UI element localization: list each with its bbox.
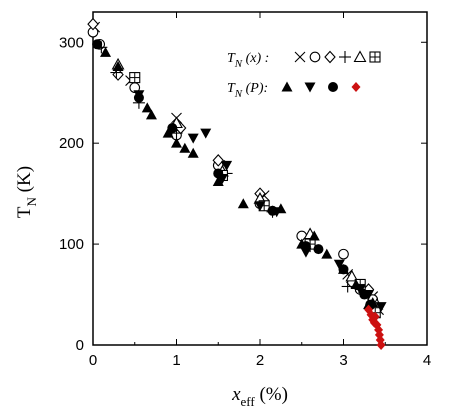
point-circle-filled bbox=[313, 244, 324, 255]
point-triangle-filled bbox=[171, 137, 182, 148]
point-diamond-red bbox=[376, 340, 386, 350]
point-plus bbox=[341, 280, 354, 293]
point-triangle-filled bbox=[112, 60, 124, 71]
legend-symbol-diamond-red bbox=[351, 82, 361, 92]
legend-symbol-circle-open bbox=[309, 51, 321, 63]
point-triangle-down-filled bbox=[187, 133, 199, 144]
y-tick-label: 300 bbox=[59, 34, 84, 51]
point-triangle-filled bbox=[179, 142, 191, 153]
data-points bbox=[87, 17, 387, 350]
y-tick-label: 0 bbox=[76, 337, 84, 354]
legend: TN (x) : TN (P): bbox=[227, 50, 381, 100]
point-triangle-down-filled bbox=[333, 259, 345, 270]
y-axis-title: TN (K) bbox=[14, 166, 39, 218]
point-triangle-filled bbox=[100, 46, 112, 57]
point-triangle-filled bbox=[187, 147, 199, 158]
point-circle-filled bbox=[359, 289, 370, 300]
point-triangle-open bbox=[345, 269, 359, 282]
point-triangle-filled bbox=[237, 198, 249, 209]
y-axis-title-sub: N bbox=[24, 196, 39, 206]
point-triangle-filled bbox=[308, 230, 320, 241]
x-axis-title-sub: eff bbox=[241, 394, 256, 409]
legend-label: TN (x) : bbox=[227, 51, 269, 70]
y-axis-title-unit: (K) bbox=[14, 166, 35, 197]
point-triangle-filled bbox=[141, 102, 153, 113]
point-circle-filled bbox=[167, 123, 178, 134]
x-tick-label: 0 bbox=[89, 352, 97, 369]
x-tick-label: 2 bbox=[256, 352, 264, 369]
legend-symbol-diamond-open bbox=[324, 50, 336, 64]
x-tick-label: 1 bbox=[172, 352, 180, 369]
tick-labels: 0 1 2 3 4 0 100 200 300 bbox=[59, 34, 431, 369]
x-axis-title-main: x bbox=[231, 384, 241, 405]
point-diamond-open bbox=[212, 154, 224, 167]
point-triangle-filled bbox=[212, 176, 224, 187]
legend-symbol-triangle-down-filled bbox=[304, 82, 316, 93]
x-tick-label: 4 bbox=[423, 352, 431, 369]
point-circle-filled bbox=[267, 205, 278, 216]
legend-symbol-triangle-filled bbox=[281, 81, 293, 92]
y-axis-title-main: T bbox=[14, 206, 35, 218]
point-triangle-down-filled bbox=[221, 160, 233, 171]
x-axis-title: xeff (%) bbox=[231, 384, 288, 409]
legend-symbol-circle-filled bbox=[328, 82, 338, 92]
point-triangle-down-filled bbox=[354, 285, 366, 295]
point-triangle-filled bbox=[162, 127, 174, 138]
point-circle-filled bbox=[338, 264, 349, 275]
point-circle-filled bbox=[213, 168, 224, 179]
legend-symbol-plus bbox=[339, 51, 351, 63]
point-circle-filled bbox=[92, 39, 103, 50]
point-diamond-red bbox=[370, 311, 380, 322]
legend-symbol-triangle-open bbox=[353, 50, 367, 63]
point-circle-filled bbox=[133, 92, 144, 103]
legend-label: TN (P): bbox=[227, 81, 268, 100]
legend-symbol-square-plus bbox=[369, 51, 381, 63]
point-diamond-open bbox=[87, 17, 99, 31]
legend-symbol-cross bbox=[294, 51, 306, 63]
point-triangle-down-filled bbox=[375, 302, 387, 313]
point-triangle-down-filled bbox=[254, 201, 266, 212]
y-tick-label: 200 bbox=[59, 135, 84, 152]
point-triangle-down-filled bbox=[200, 128, 212, 139]
point-circle-filled bbox=[300, 241, 311, 252]
point-circle-open bbox=[338, 248, 349, 260]
point-square-plus bbox=[129, 72, 141, 84]
y-tick-label: 100 bbox=[59, 236, 84, 253]
x-tick-label: 3 bbox=[339, 352, 347, 369]
point-triangle-filled bbox=[321, 248, 333, 259]
x-axis-title-unit: (%) bbox=[255, 384, 288, 405]
point-triangle-filled bbox=[145, 109, 157, 120]
